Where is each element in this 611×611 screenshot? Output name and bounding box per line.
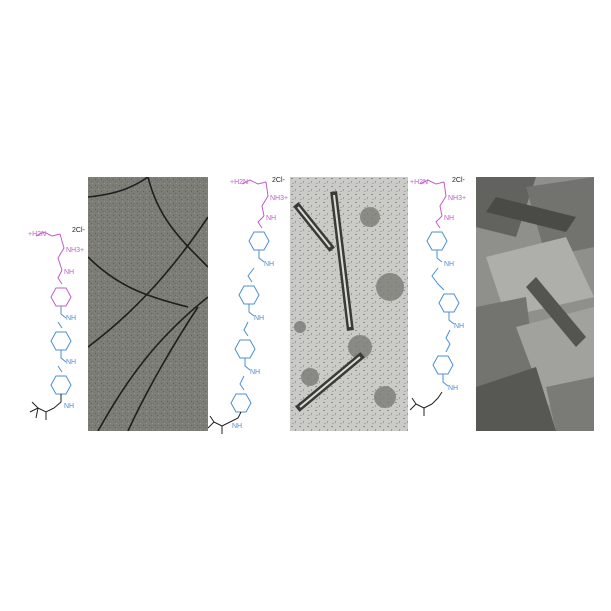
amide-label-1d: NH bbox=[64, 403, 74, 410]
ammonium-label-1: NH3+ bbox=[66, 247, 84, 254]
micrograph-sheets bbox=[476, 177, 594, 431]
amide-label-2e: NH bbox=[232, 423, 242, 430]
amine-label-2: +H2N bbox=[230, 179, 248, 186]
micrograph-fibers bbox=[88, 177, 208, 431]
micrograph-tubes bbox=[290, 177, 408, 431]
molecule-structure-2: +H2N NH3+ 2Cl- NH NH NH NH NH bbox=[208, 172, 292, 436]
amide-label-3a: NH bbox=[444, 215, 454, 222]
counterion-label-1: 2Cl- bbox=[72, 227, 86, 234]
amide-label-2a: NH bbox=[266, 215, 276, 222]
molecule-structure-1: +H2N NH3+ 2Cl- NH NH NH NH bbox=[24, 222, 90, 436]
molecule-structure-3: +H2N NH3+ 2Cl- NH NH NH NH bbox=[408, 172, 478, 436]
amine-label-3: +H2N bbox=[410, 179, 428, 186]
amide-label-1c: NH bbox=[66, 359, 76, 366]
amide-label-2b: NH bbox=[264, 261, 274, 268]
ammonium-label-2: NH3+ bbox=[270, 195, 288, 202]
amide-label-2d: NH bbox=[250, 369, 260, 376]
counterion-label-3: 2Cl- bbox=[452, 177, 466, 184]
amide-label-3d: NH bbox=[448, 385, 458, 392]
amide-label-1a: NH bbox=[64, 269, 74, 276]
amide-label-3b: NH bbox=[444, 261, 454, 268]
ammonium-label-3: NH3+ bbox=[448, 195, 466, 202]
amide-label-3c: NH bbox=[454, 323, 464, 330]
amide-label-1b: NH bbox=[66, 315, 76, 322]
amide-label-2c: NH bbox=[254, 315, 264, 322]
amine-label-1: +H2N bbox=[28, 231, 46, 238]
counterion-label-2: 2Cl- bbox=[272, 177, 286, 184]
